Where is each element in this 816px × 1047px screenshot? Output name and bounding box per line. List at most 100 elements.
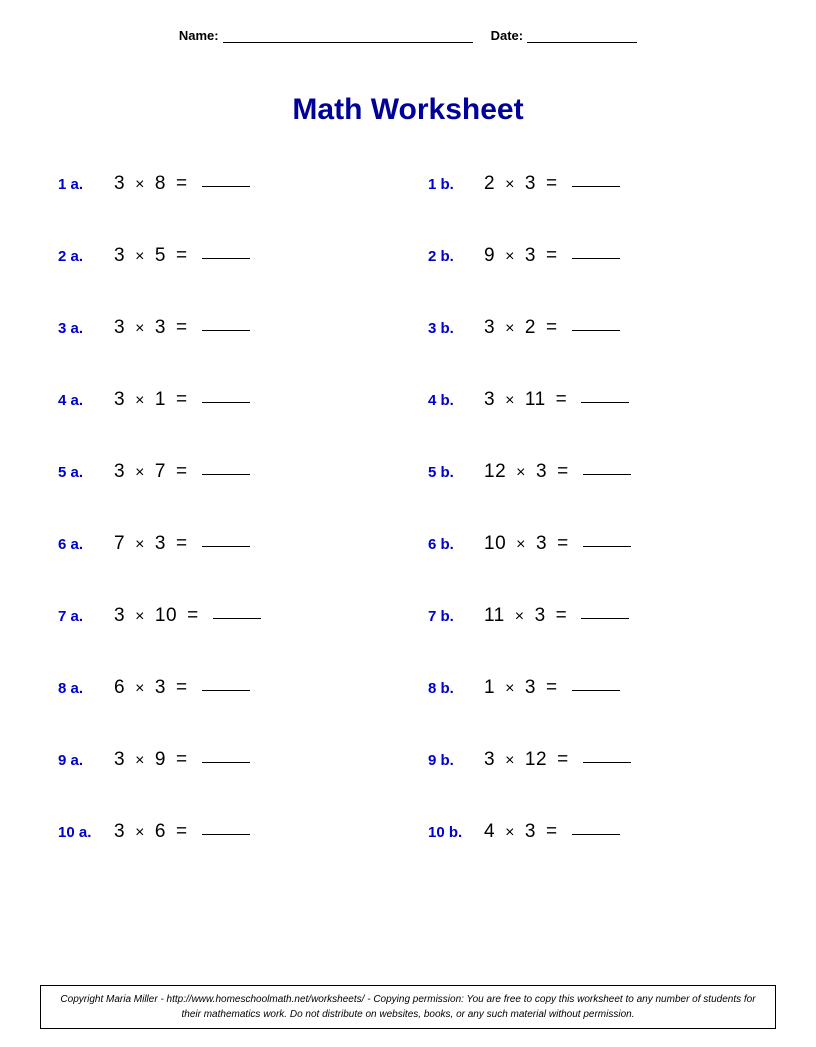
- operator: ×: [505, 824, 515, 842]
- operand-a: 3: [114, 173, 125, 195]
- problem-number: 5 b.: [428, 464, 484, 481]
- equals-sign: =: [557, 461, 569, 483]
- problem-expression: 12×3=: [484, 461, 631, 483]
- answer-blank[interactable]: [583, 762, 631, 763]
- problem-number: 6 a.: [58, 536, 114, 553]
- answer-blank[interactable]: [202, 330, 250, 331]
- problem-expression: 3×10=: [114, 605, 261, 627]
- operand-b: 3: [155, 317, 166, 339]
- name-blank[interactable]: [223, 42, 473, 43]
- problem: 8 b.1×3=: [428, 677, 758, 699]
- answer-blank[interactable]: [202, 690, 250, 691]
- problem: 10 a.3×6=: [58, 821, 388, 843]
- operator: ×: [135, 824, 145, 842]
- answer-blank[interactable]: [583, 546, 631, 547]
- operand-b: 3: [525, 245, 536, 267]
- equals-sign: =: [556, 389, 568, 411]
- problem: 7 a.3×10=: [58, 605, 388, 627]
- operand-b: 10: [155, 605, 177, 627]
- problem: 2 a.3×5=: [58, 245, 388, 267]
- date-field: Date:: [491, 28, 638, 43]
- answer-blank[interactable]: [581, 618, 629, 619]
- problem-expression: 3×1=: [114, 389, 250, 411]
- equals-sign: =: [546, 317, 558, 339]
- problem-number: 3 b.: [428, 320, 484, 337]
- problem-expression: 3×12=: [484, 749, 631, 771]
- operand-b: 3: [525, 173, 536, 195]
- header-line: Name: Date:: [40, 28, 776, 43]
- answer-blank[interactable]: [202, 546, 250, 547]
- problem-number: 5 a.: [58, 464, 114, 481]
- answer-blank[interactable]: [202, 762, 250, 763]
- operator: ×: [515, 608, 525, 626]
- problem-number: 4 b.: [428, 392, 484, 409]
- name-field: Name:: [179, 28, 473, 43]
- problem-number: 8 a.: [58, 680, 114, 697]
- problem-expression: 3×2=: [484, 317, 620, 339]
- operand-a: 3: [484, 749, 495, 771]
- answer-blank[interactable]: [572, 258, 620, 259]
- answer-blank[interactable]: [202, 186, 250, 187]
- answer-blank[interactable]: [572, 690, 620, 691]
- answer-blank[interactable]: [572, 186, 620, 187]
- operator: ×: [505, 752, 515, 770]
- problem-number: 4 a.: [58, 392, 114, 409]
- equals-sign: =: [176, 173, 188, 195]
- operator: ×: [135, 752, 145, 770]
- operand-a: 3: [114, 389, 125, 411]
- operand-a: 1: [484, 677, 495, 699]
- operand-b: 3: [525, 677, 536, 699]
- problem-expression: 7×3=: [114, 533, 250, 555]
- operand-b: 1: [155, 389, 166, 411]
- operand-a: 2: [484, 173, 495, 195]
- answer-blank[interactable]: [572, 330, 620, 331]
- answer-blank[interactable]: [213, 618, 261, 619]
- equals-sign: =: [176, 461, 188, 483]
- operand-a: 3: [114, 749, 125, 771]
- problem-expression: 3×8=: [114, 173, 250, 195]
- answer-blank[interactable]: [583, 474, 631, 475]
- operand-b: 3: [536, 533, 547, 555]
- problem: 2 b.9×3=: [428, 245, 758, 267]
- problem: 6 a.7×3=: [58, 533, 388, 555]
- answer-blank[interactable]: [572, 834, 620, 835]
- operand-b: 3: [525, 821, 536, 843]
- answer-blank[interactable]: [581, 402, 629, 403]
- problem-number: 1 a.: [58, 176, 114, 193]
- equals-sign: =: [176, 317, 188, 339]
- equals-sign: =: [176, 677, 188, 699]
- problems-grid: 1 a.3×8=1 b.2×3=2 a.3×5=2 b.9×3=3 a.3×3=…: [40, 173, 776, 843]
- problem: 5 a.3×7=: [58, 461, 388, 483]
- worksheet-page: Name: Date: Math Worksheet 1 a.3×8=1 b.2…: [0, 0, 816, 1047]
- equals-sign: =: [176, 389, 188, 411]
- operand-a: 10: [484, 533, 506, 555]
- operator: ×: [516, 536, 526, 554]
- copyright-footer: Copyright Maria Miller - http://www.home…: [40, 985, 776, 1029]
- operand-a: 9: [484, 245, 495, 267]
- problem-expression: 1×3=: [484, 677, 620, 699]
- operator: ×: [135, 608, 145, 626]
- operand-a: 4: [484, 821, 495, 843]
- problem: 10 b.4×3=: [428, 821, 758, 843]
- problem-number: 8 b.: [428, 680, 484, 697]
- answer-blank[interactable]: [202, 834, 250, 835]
- answer-blank[interactable]: [202, 474, 250, 475]
- problem-number: 9 b.: [428, 752, 484, 769]
- operator: ×: [505, 176, 515, 194]
- operator: ×: [505, 248, 515, 266]
- answer-blank[interactable]: [202, 258, 250, 259]
- equals-sign: =: [176, 533, 188, 555]
- operator: ×: [135, 320, 145, 338]
- operand-a: 11: [484, 605, 505, 627]
- problem: 1 a.3×8=: [58, 173, 388, 195]
- operand-b: 3: [155, 677, 166, 699]
- problem: 4 b.3×11=: [428, 389, 758, 411]
- date-label: Date:: [491, 28, 524, 43]
- problem-number: 7 a.: [58, 608, 114, 625]
- operand-a: 3: [114, 461, 125, 483]
- operator: ×: [135, 248, 145, 266]
- operand-b: 7: [155, 461, 166, 483]
- answer-blank[interactable]: [202, 402, 250, 403]
- problem-expression: 3×6=: [114, 821, 250, 843]
- date-blank[interactable]: [527, 42, 637, 43]
